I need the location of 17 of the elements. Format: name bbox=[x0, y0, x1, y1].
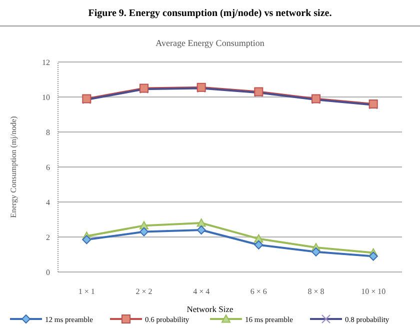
chart-title: Figure 9. Energy consumption (mj/node) vs network size. bbox=[88, 8, 332, 19]
y-tick-label: 8 bbox=[46, 128, 50, 137]
y-tick-label: 12 bbox=[42, 58, 50, 67]
y-tick-label: 10 bbox=[42, 93, 50, 102]
y-tick-label: 0 bbox=[46, 268, 50, 277]
x-tick-label: 10 × 10 bbox=[361, 287, 386, 296]
x-tick-label: 1 × 1 bbox=[78, 287, 95, 296]
y-tick-label: 6 bbox=[46, 163, 50, 172]
x-tick-label: 6 × 6 bbox=[250, 287, 267, 296]
x-tick-label: 4 × 4 bbox=[193, 287, 210, 296]
chart-subtitle: Average Energy Consumption bbox=[156, 38, 265, 48]
y-tick-label: 2 bbox=[46, 233, 50, 242]
x-tick-label: 2 × 2 bbox=[136, 287, 152, 296]
x-axis-title: Network Size bbox=[186, 304, 234, 314]
x-tick-label: 8 × 8 bbox=[308, 287, 324, 296]
y-tick-label: 4 bbox=[46, 198, 50, 207]
y-axis-title: Energy Consumption (mj/node) bbox=[9, 116, 18, 218]
